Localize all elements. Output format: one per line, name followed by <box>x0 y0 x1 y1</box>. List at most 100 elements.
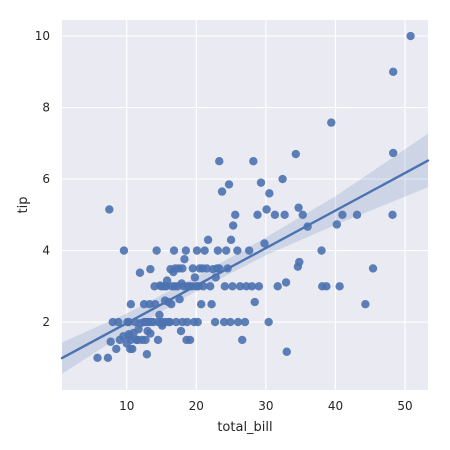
data-point <box>278 174 287 184</box>
data-point <box>112 344 121 354</box>
data-point <box>220 282 230 291</box>
data-point <box>260 239 269 248</box>
data-point <box>196 300 206 309</box>
data-point <box>155 310 164 320</box>
data-point <box>295 257 304 267</box>
regression-line-group <box>60 159 430 360</box>
data-point <box>361 300 370 309</box>
data-point <box>188 264 198 273</box>
data-point <box>238 335 247 345</box>
data-point <box>146 264 155 274</box>
data-point <box>210 317 220 327</box>
data-point <box>233 317 243 327</box>
confidence-band-area <box>62 133 428 374</box>
data-point <box>128 344 137 354</box>
data-point <box>244 246 254 255</box>
data-point <box>215 264 224 273</box>
data-point <box>185 335 195 345</box>
data-point <box>146 329 155 338</box>
data-point <box>103 353 113 363</box>
data-point <box>352 210 362 220</box>
data-point <box>235 282 245 291</box>
y-tick-label: 2 <box>42 315 50 329</box>
data-point <box>119 246 129 255</box>
data-point <box>327 118 336 127</box>
data-point <box>203 235 213 245</box>
data-point <box>93 353 102 363</box>
data-point <box>254 282 264 291</box>
y-tick-label: 10 <box>35 29 50 43</box>
data-point <box>152 246 161 255</box>
data-point <box>388 210 397 220</box>
confidence-band <box>62 133 428 374</box>
x-tick-label: 10 <box>119 399 134 413</box>
data-point <box>335 282 344 291</box>
data-point <box>202 264 211 273</box>
data-point <box>114 317 123 327</box>
data-point <box>282 347 291 356</box>
data-point <box>226 235 236 245</box>
data-point <box>273 282 282 291</box>
y-tick-label: 4 <box>42 244 50 258</box>
data-point <box>317 246 326 255</box>
data-point <box>222 246 231 255</box>
data-point <box>231 210 240 220</box>
x-tick-label: 20 <box>189 399 204 413</box>
data-point <box>280 210 289 220</box>
y-tick-label: 6 <box>42 172 50 186</box>
data-point <box>217 187 227 196</box>
data-point <box>190 273 200 282</box>
x-tick-label: 30 <box>258 399 273 413</box>
data-point <box>183 317 192 327</box>
data-point <box>213 246 223 255</box>
data-point <box>162 276 172 285</box>
data-point <box>215 157 224 166</box>
data-point <box>226 317 235 327</box>
data-point <box>264 317 273 327</box>
plot-background <box>62 20 428 390</box>
data-point <box>193 317 202 327</box>
data-point <box>389 67 398 77</box>
data-point <box>249 157 258 166</box>
data-point <box>298 210 307 220</box>
data-point <box>180 254 189 264</box>
data-point <box>256 178 266 187</box>
data-point <box>247 282 257 291</box>
data-point <box>105 205 114 214</box>
x-tick-label: 50 <box>397 399 412 413</box>
y-tick-label: 8 <box>42 101 50 115</box>
data-point <box>200 246 209 255</box>
data-point <box>389 148 398 158</box>
data-point <box>294 203 303 212</box>
data-point <box>165 317 175 327</box>
data-point <box>332 220 342 229</box>
regression-line <box>60 159 430 360</box>
data-point <box>233 246 242 255</box>
data-point <box>171 317 181 327</box>
data-point <box>176 326 186 336</box>
data-point <box>368 264 378 273</box>
data-point <box>262 205 271 214</box>
data-point <box>265 189 274 198</box>
data-point <box>181 246 191 255</box>
data-point <box>141 335 150 345</box>
data-point <box>207 300 216 309</box>
data-point <box>206 282 215 291</box>
data-point <box>322 282 331 291</box>
data-point <box>406 31 415 41</box>
data-point <box>167 300 176 309</box>
data-point <box>169 246 179 255</box>
data-point <box>106 337 115 346</box>
data-point <box>240 317 250 327</box>
data-point <box>250 297 259 307</box>
data-point <box>270 210 280 220</box>
data-point <box>135 268 145 277</box>
x-tick-label: 40 <box>328 399 343 413</box>
data-point <box>228 221 238 230</box>
data-point <box>281 278 291 287</box>
data-point <box>228 282 237 291</box>
data-point <box>338 210 347 220</box>
data-point <box>142 350 152 359</box>
